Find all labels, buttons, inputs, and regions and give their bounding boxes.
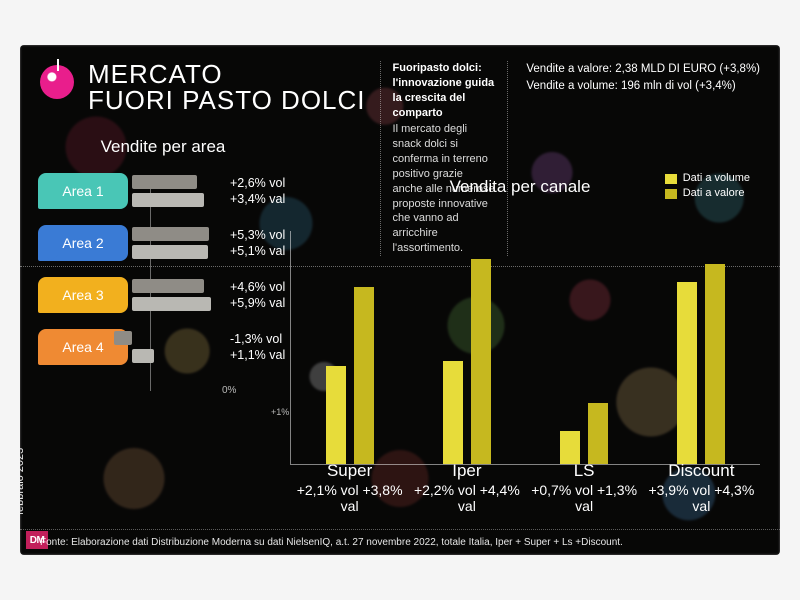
bar-valore xyxy=(588,403,608,464)
header-subhead: Fuoripasto dolci: l'innovazione guida la… xyxy=(393,61,496,120)
channel-chart: Vendita per canale Dati a volume Dati a … xyxy=(280,177,760,525)
area-values: +5,3% vol+5,1% val xyxy=(224,227,288,260)
main: Vendite per area Area 1 +2,6% vol+3,4% va… xyxy=(20,137,780,525)
channel-group: Super+2,1% vol +3,8% val xyxy=(291,231,408,464)
bar-volume xyxy=(677,282,697,464)
channel-group: Iper+2,2% vol +4,4% val xyxy=(408,231,525,464)
channel-label: Iper+2,2% vol +4,4% val xyxy=(408,461,525,514)
kpi-volume: Vendite a volume: 196 mln di vol (+3,4%) xyxy=(526,78,760,95)
bar-valore xyxy=(471,259,491,464)
area-zero-label: 0% xyxy=(222,385,236,396)
y-tick: +1% xyxy=(271,407,289,417)
title-line1: MERCATO xyxy=(88,61,366,87)
area-values: +2,6% vol+3,4% val xyxy=(224,175,288,208)
area-bubble: Area 3 xyxy=(38,277,128,313)
area-bar xyxy=(132,227,209,241)
bar-volume xyxy=(443,361,463,464)
area-values: +4,6% vol+5,9% val xyxy=(224,279,288,312)
footer-source: Fonte: Elaborazione dati Distribuzione M… xyxy=(40,537,623,548)
channel-legend: Dati a volume Dati a valore xyxy=(665,171,750,202)
legend-valore: Dati a valore xyxy=(665,186,750,201)
area-row: Area 4-1,3% vol+1,1% val xyxy=(38,323,288,371)
bar-volume xyxy=(560,431,580,464)
area-bar xyxy=(114,331,132,345)
stage: MERCATO FUORI PASTO DOLCI Fuoripasto dol… xyxy=(0,0,800,600)
area-bar xyxy=(132,297,211,311)
channel-plot: +1%Super+2,1% vol +3,8% valIper+2,2% vol… xyxy=(290,231,760,465)
bar-valore xyxy=(354,287,374,464)
channel-label: LS+0,7% vol +1,3% val xyxy=(526,461,643,514)
area-bar xyxy=(132,193,204,207)
bar-valore xyxy=(705,264,725,464)
infographic-card: MERCATO FUORI PASTO DOLCI Fuoripasto dol… xyxy=(20,45,780,555)
area-chart-title: Vendite per area xyxy=(38,137,288,157)
area-bar xyxy=(132,279,204,293)
area-bar xyxy=(132,349,154,363)
area-row: Area 3 +4,6% vol+5,9% val xyxy=(38,271,288,319)
area-row: Area 2 +5,3% vol+5,1% val xyxy=(38,219,288,267)
legend-volume: Dati a volume xyxy=(665,171,750,186)
lollipop-icon xyxy=(40,65,74,99)
date-vertical: febbraio 2023 xyxy=(20,448,26,515)
channel-label: Super+2,1% vol +3,8% val xyxy=(291,461,408,514)
area-bars xyxy=(132,275,224,315)
area-bars xyxy=(132,223,224,263)
area-chart: Vendite per area Area 1 +2,6% vol+3,4% va… xyxy=(38,137,288,375)
title-line2: FUORI PASTO DOLCI xyxy=(88,87,366,113)
area-bubble: Area 1 xyxy=(38,173,128,209)
channel-label: Discount+3,9% vol +4,3% val xyxy=(643,461,760,514)
area-values: -1,3% vol+1,1% val xyxy=(224,331,288,364)
bar-volume xyxy=(326,366,346,464)
area-bars xyxy=(132,171,224,211)
area-bubble: Area 2 xyxy=(38,225,128,261)
area-bar xyxy=(132,245,208,259)
kpi-valore: Vendite a valore: 2,38 MLD DI EURO (+3,8… xyxy=(526,61,760,78)
footer: Fonte: Elaborazione dati Distribuzione M… xyxy=(20,529,780,555)
area-bar xyxy=(132,175,197,189)
area-row: Area 1 +2,6% vol+3,4% val xyxy=(38,167,288,215)
area-bars xyxy=(132,327,224,367)
channel-group: LS+0,7% vol +1,3% val xyxy=(526,231,643,464)
channel-group: Discount+3,9% vol +4,3% val xyxy=(643,231,760,464)
